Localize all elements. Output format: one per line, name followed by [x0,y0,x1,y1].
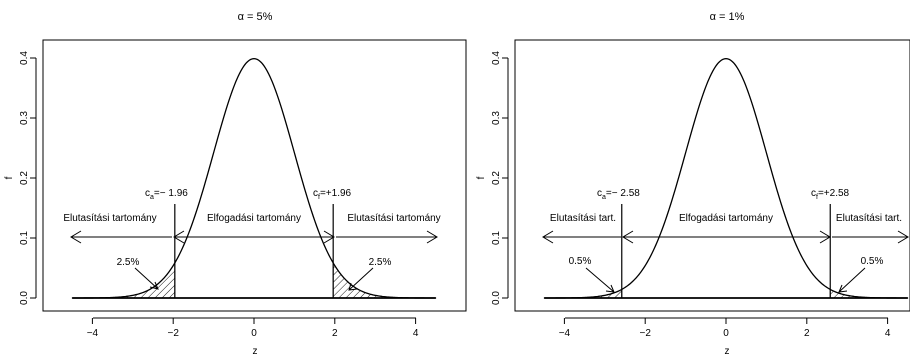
arrow-left-region [542,230,621,244]
tail-pointer-left [134,267,159,290]
y-ticks: 0.0 0.1 0.2 0.3 0.4 [491,51,508,305]
y-tick-label: 0.0 [491,291,502,305]
arrow-left-region [70,230,172,244]
y-axis-label: f [476,176,487,179]
critical-label-right: cf=+1.96 [313,188,352,201]
x-tick-label: 2 [804,328,810,339]
x-axis: −4 −2 0 2 4 z [87,317,419,354]
critical-label-left: ca=− 1.96 [145,188,188,201]
region-label-left: Elutasítási tart. [550,213,616,224]
plot-area: ca=− 1.96 cf=+1.96 Elutasítási tartomány… [63,57,441,299]
y-tick-label: 0.4 [491,51,502,65]
x-tick-label: 4 [413,328,419,339]
region-arrows [70,230,438,244]
x-tick-label: 0 [251,328,257,339]
critical-label-left-base: c [145,188,150,199]
y-axis-label: f [4,176,15,179]
region-label-left: Elutasítási tartomány [63,213,156,224]
region-label-right: Elutasítási tartomány [347,213,440,224]
tail-pointer-left [585,267,615,293]
plot-area: ca=− 2.58 cf=+2.58 Elutasítási tart. Elf… [542,57,909,299]
y-tick-label: 0.2 [491,171,502,185]
arrow-acceptance-region [173,230,335,244]
region-label-middle: Elfogadási tartomány [207,213,301,224]
y-tick-label: 0.4 [19,51,30,65]
tail-pointer-right [348,267,374,291]
right-tail-hatch [332,261,437,299]
x-tick-label: 4 [885,328,891,339]
critical-label-right-base: c [313,188,318,199]
critical-label-right: cf=+2.58 [811,188,850,201]
tail-label-right: 0.5% [861,256,884,267]
critical-label-right-sub: f [318,194,320,201]
y-tick-label: 0.0 [19,291,30,305]
x-ticks: −4 −2 0 2 4 [87,318,419,339]
critical-label-right-sub: f [816,194,818,201]
tail-label-left: 0.5% [569,256,592,267]
y-tick-label: 0.1 [491,231,502,245]
critical-label-left-sub: a [150,194,154,201]
arrow-right-region [336,230,438,244]
tail-pointer-right [838,267,866,293]
critical-label-right-base: c [811,188,816,199]
x-axis-label: z [725,346,730,354]
left-tail-hatch [71,261,176,299]
arrow-acceptance-region [622,230,831,244]
y-ticks: 0.0 0.1 0.2 0.3 0.4 [19,51,36,305]
y-tick-label: 0.3 [19,111,30,125]
plot-frame [42,39,467,312]
region-label-middle: Elfogadási tartomány [679,213,773,224]
arrow-right-region [832,230,909,244]
chart-title: α = 1% [710,11,745,23]
density-curve [544,57,908,299]
x-tick-label: −2 [167,328,179,339]
tail-label-right: 2.5% [369,257,392,268]
y-tick-label: 0.3 [491,111,502,125]
critical-label-right-value: =+2.58 [818,188,850,199]
x-ticks: −4 −2 0 2 4 [559,318,891,339]
y-axis: 0.0 0.1 0.2 0.3 0.4 f [476,51,509,305]
x-tick-label: 0 [723,328,729,339]
x-tick-label: −4 [559,328,571,339]
x-tick-label: −4 [87,328,99,339]
critical-label-left-sub: a [602,194,606,201]
region-arrows [542,230,909,244]
x-tick-label: −2 [639,328,651,339]
critical-label-left: ca=− 2.58 [597,188,640,201]
y-tick-label: 0.2 [19,171,30,185]
critical-label-left-base: c [597,188,602,199]
plot-frame [514,39,910,312]
critical-label-right-value: =+1.96 [320,188,352,199]
y-axis: 0.0 0.1 0.2 0.3 0.4 f [4,51,37,305]
density-curve [72,57,436,299]
critical-label-left-value: =− 2.58 [606,188,640,199]
x-axis-label: z [253,346,258,354]
x-axis: −4 −2 0 2 4 z [559,317,891,354]
chart-title: α = 5% [238,11,273,23]
chart-panel-1: α = 5% 0.00.10.20.30.4 f −4 −2 0 2 4 z ca=− … [4,11,467,354]
y-tick-label: 0.1 [19,231,30,245]
tail-label-left: 2.5% [117,257,140,268]
x-tick-label: 2 [332,328,338,339]
chart-panel-2: α = 1% 0.00.10.20.30.4 f −4 −2 0 2 4 z ca=− … [476,11,910,354]
region-label-right: Elutasítási tart. [836,213,902,224]
critical-label-left-value: =− 1.96 [154,188,188,199]
